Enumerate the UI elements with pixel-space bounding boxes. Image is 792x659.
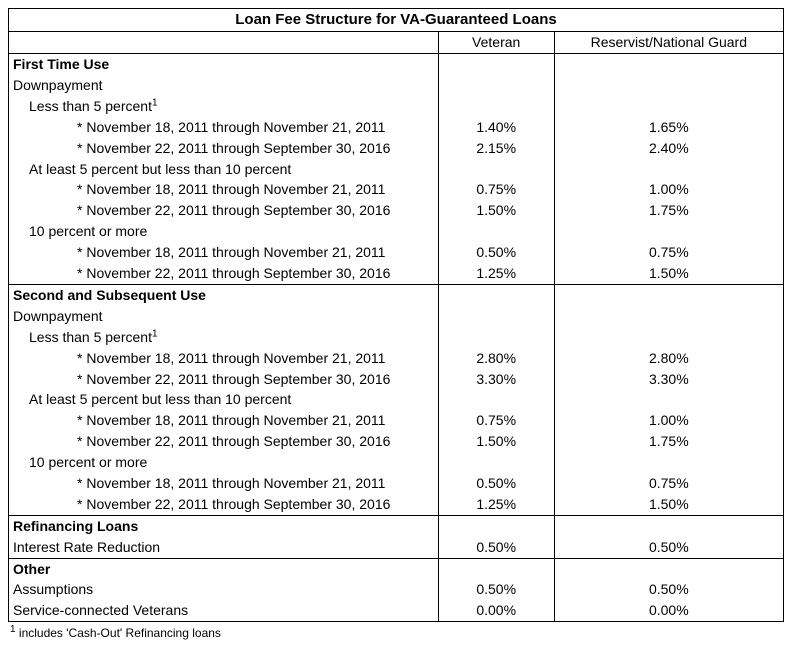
table-row: Service-connected Veterans0.00%0.00% bbox=[9, 600, 784, 621]
loan-fee-table: Loan Fee Structure for VA-Guaranteed Loa… bbox=[8, 8, 784, 622]
table-row: * November 22, 2011 through September 30… bbox=[9, 263, 784, 284]
group-label: 10 percent or more bbox=[9, 221, 439, 242]
section-header: First Time Use bbox=[9, 54, 439, 75]
group-label: Less than 5 percent1 bbox=[9, 327, 439, 348]
group-label: Less than 5 percent1 bbox=[9, 96, 439, 117]
title-row: Loan Fee Structure for VA-Guaranteed Loa… bbox=[9, 9, 784, 32]
section-header: Other bbox=[9, 558, 439, 579]
table-row: * November 18, 2011 through November 21,… bbox=[9, 242, 784, 263]
table-title: Loan Fee Structure for VA-Guaranteed Loa… bbox=[9, 9, 784, 32]
table-row: Assumptions0.50%0.50% bbox=[9, 579, 784, 600]
subheader: Downpayment bbox=[9, 306, 439, 327]
header-veteran: Veteran bbox=[438, 32, 554, 54]
table-row: * November 18, 2011 through November 21,… bbox=[9, 179, 784, 200]
group-label: 10 percent or more bbox=[9, 452, 439, 473]
table-row: * November 18, 2011 through November 21,… bbox=[9, 117, 784, 138]
header-reservist: Reservist/National Guard bbox=[554, 32, 783, 54]
table-row: * November 18, 2011 through November 21,… bbox=[9, 410, 784, 431]
table-row: * November 22, 2011 through September 30… bbox=[9, 369, 784, 390]
section-header: Second and Subsequent Use bbox=[9, 284, 439, 305]
subheader: Downpayment bbox=[9, 75, 439, 96]
table-row: * November 22, 2011 through September 30… bbox=[9, 431, 784, 452]
group-label: At least 5 percent but less than 10 perc… bbox=[9, 389, 439, 410]
group-label: At least 5 percent but less than 10 perc… bbox=[9, 159, 439, 180]
section-header: Refinancing Loans bbox=[9, 515, 439, 536]
table-row: * November 22, 2011 through September 30… bbox=[9, 494, 784, 515]
table-row: * November 18, 2011 through November 21,… bbox=[9, 473, 784, 494]
header-row: Veteran Reservist/National Guard bbox=[9, 32, 784, 54]
table-row: * November 22, 2011 through September 30… bbox=[9, 200, 784, 221]
header-blank bbox=[9, 32, 439, 54]
table-row: Interest Rate Reduction0.50%0.50% bbox=[9, 537, 784, 558]
table-row: * November 22, 2011 through September 30… bbox=[9, 138, 784, 159]
footnote: 1 includes 'Cash-Out' Refinancing loans bbox=[8, 622, 784, 640]
table-row: * November 18, 2011 through November 21,… bbox=[9, 348, 784, 369]
